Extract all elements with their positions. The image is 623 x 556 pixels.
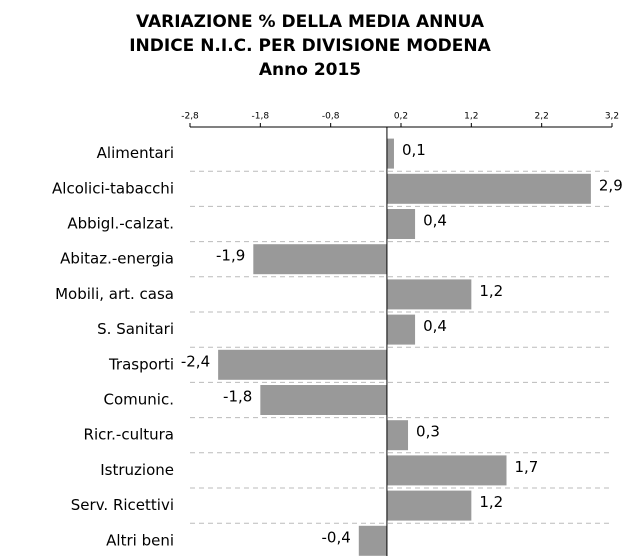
value-label: 1,7 (515, 458, 539, 476)
x-tick-label: -1,8 (252, 112, 270, 122)
category-label: Serv. Ricettivi (71, 496, 174, 514)
value-label: -0,4 (322, 528, 351, 546)
x-tick-label: -0,8 (322, 112, 340, 122)
value-label: 0,1 (402, 141, 426, 159)
chart-title: VARIAZIONE % DELLA MEDIA ANNUA (136, 12, 485, 32)
category-label: S. Sanitari (97, 320, 174, 338)
value-label: -1,8 (223, 388, 252, 406)
category-label: Comunic. (104, 391, 174, 409)
category-label: Abitaz.-energia (60, 250, 174, 268)
category-label: Alimentari (97, 144, 174, 162)
x-tick-label: 3,2 (605, 112, 619, 122)
value-label: 0,4 (423, 212, 447, 230)
chart-title: INDICE N.I.C. PER DIVISIONE MODENA (129, 36, 491, 56)
category-label: Trasporti (108, 355, 174, 373)
bar (386, 209, 416, 239)
bar (386, 279, 472, 310)
bar (386, 420, 409, 451)
x-tick-label: 2,2 (535, 112, 549, 122)
value-label: 1,2 (479, 282, 503, 300)
value-label: -1,9 (216, 247, 245, 265)
bar (386, 455, 507, 486)
bar (386, 314, 416, 345)
value-label: 2,9 (599, 176, 623, 194)
value-label: 0,4 (423, 317, 447, 335)
x-tick-label: 0,2 (394, 112, 408, 122)
chart-title: Anno 2015 (259, 60, 361, 80)
value-label: -2,4 (181, 352, 210, 370)
bar (358, 525, 387, 556)
category-label: Altri beni (106, 531, 174, 549)
category-label: Ricr.-cultura (84, 426, 174, 444)
bar (260, 385, 387, 415)
bar (386, 490, 472, 521)
x-tick-label: -2,8 (181, 112, 199, 122)
x-tick-label: 1,2 (464, 112, 478, 122)
category-label: Istruzione (100, 461, 174, 479)
value-label: 0,3 (416, 423, 440, 441)
bar (253, 244, 387, 275)
category-label: Alcolici-tabacchi (52, 179, 174, 197)
category-label: Abbigl.-calzat. (67, 215, 174, 233)
value-label: 1,2 (479, 493, 503, 511)
bar (386, 138, 394, 169)
category-label: Mobili, art. casa (55, 285, 174, 303)
bar (218, 349, 387, 380)
bar (386, 173, 591, 204)
